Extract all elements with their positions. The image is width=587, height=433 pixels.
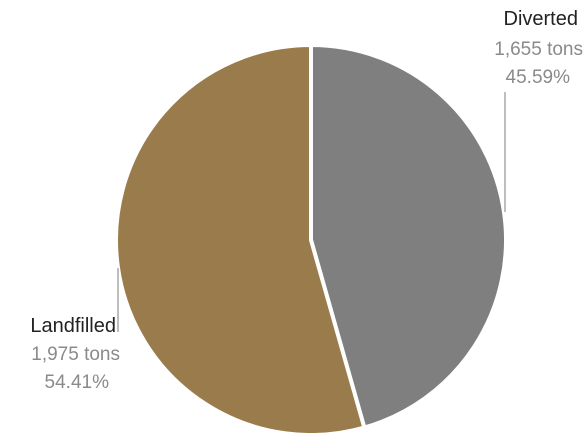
slice-value-diverted: 1,655 tons <box>494 39 583 60</box>
pie-slice-landfilled <box>114 43 367 433</box>
slice-name-diverted: Diverted <box>504 8 578 30</box>
pie-slices <box>114 43 508 433</box>
slice-percent-landfilled: 54.41% <box>45 372 110 393</box>
slice-percent-diverted: 45.59% <box>506 67 571 88</box>
slice-label-diverted: Diverted 1,655 tons 45.59% <box>494 8 583 212</box>
slice-label-landfilled: Landfilled 1,975 tons 54.41% <box>30 268 120 393</box>
slice-name-landfilled: Landfilled <box>30 315 116 337</box>
pie-slice-diverted <box>309 43 508 430</box>
slice-value-landfilled: 1,975 tons <box>31 344 120 365</box>
